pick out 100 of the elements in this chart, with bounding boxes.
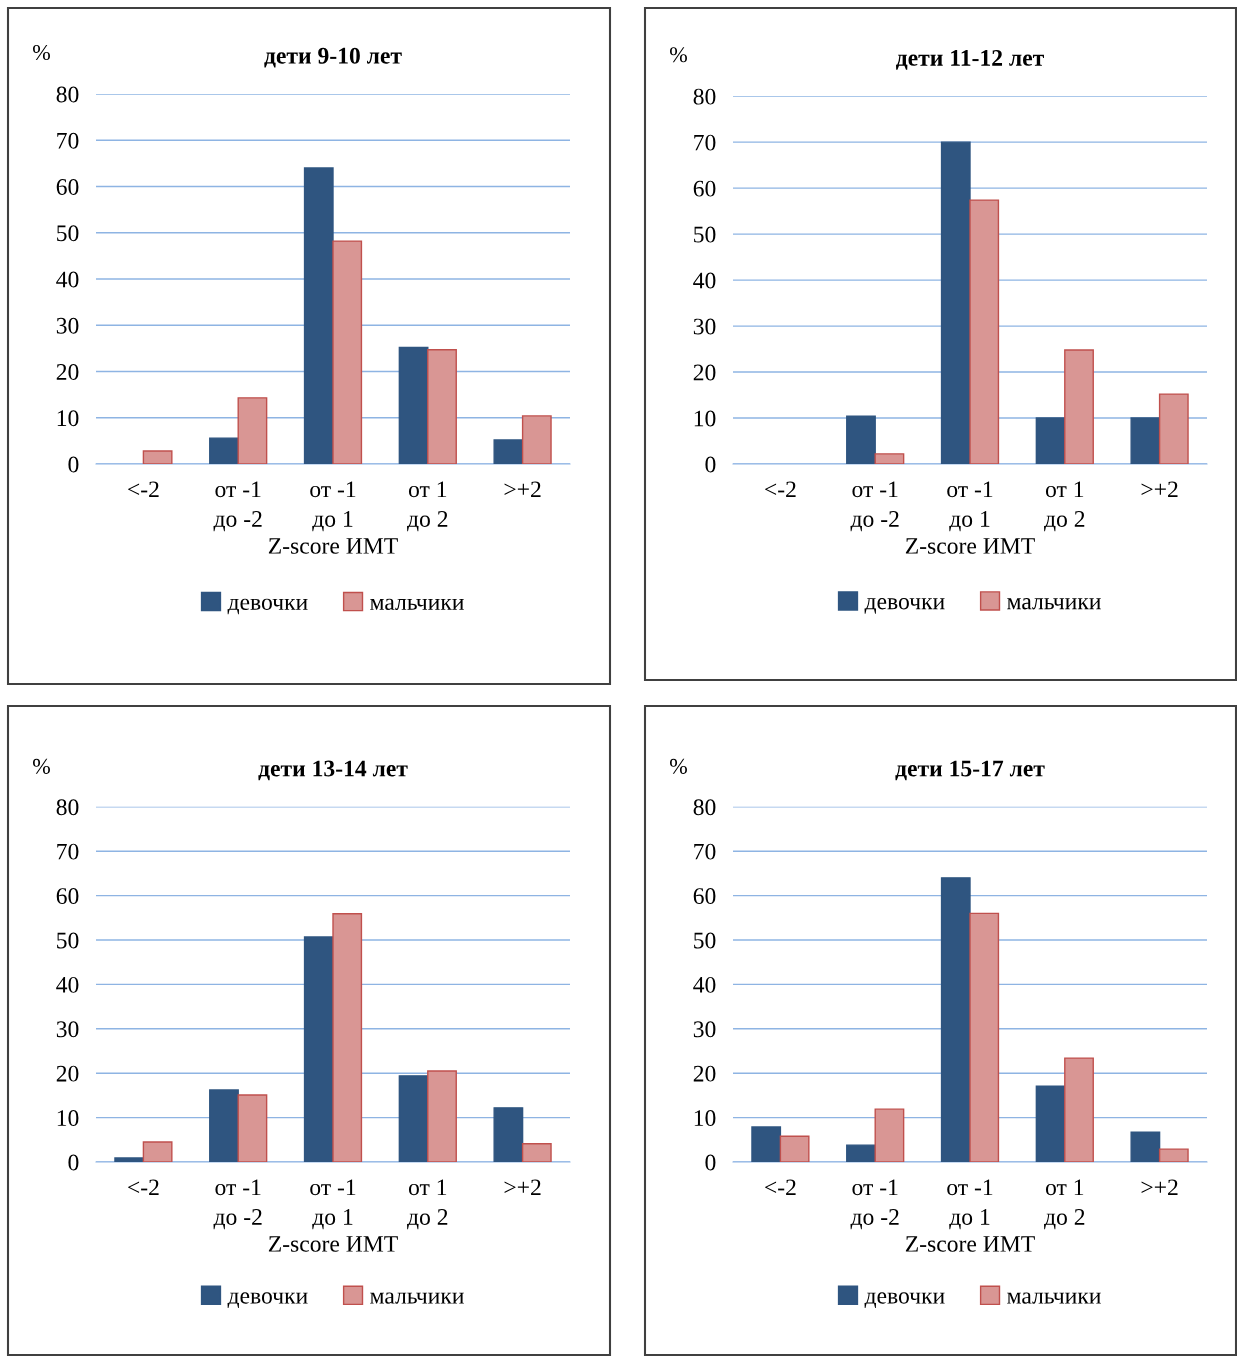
y-tick-label: 10 bbox=[57, 1110, 79, 1127]
x-tick-label: от 1 до 2 bbox=[407, 1179, 448, 1230]
bar bbox=[521, 415, 552, 464]
x-tick-label: <-2 bbox=[128, 1179, 159, 1196]
y-tick-label: 60 bbox=[693, 180, 716, 197]
bar bbox=[1158, 393, 1189, 464]
chart-title: дети 13-14 лет bbox=[258, 760, 408, 781]
bar bbox=[398, 1075, 429, 1162]
legend-label: девочки bbox=[227, 598, 308, 615]
y-tick-label: 0 bbox=[68, 456, 79, 473]
y-tick-label: 50 bbox=[57, 932, 79, 949]
x-tick-label: от -1 до -2 bbox=[213, 1179, 262, 1230]
x-axis-title: Z-score ИМТ bbox=[268, 1236, 398, 1252]
x-tick-label: >+2 bbox=[1141, 481, 1178, 498]
y-tick-label: 30 bbox=[693, 318, 716, 335]
y-tick-label: 20 bbox=[693, 364, 716, 381]
bar bbox=[874, 1108, 905, 1162]
bar bbox=[237, 1094, 268, 1162]
legend-label: мальчики bbox=[1007, 598, 1101, 610]
bar bbox=[114, 1157, 145, 1162]
x-tick-label: от -1 до 1 bbox=[310, 1179, 356, 1230]
x-tick-label: от -1 до -2 bbox=[850, 481, 899, 532]
y-tick-label: 40 bbox=[56, 271, 79, 288]
x-axis-title: Z-score ИМТ bbox=[905, 538, 1035, 554]
y-tick-label: 0 bbox=[68, 1154, 79, 1171]
y-tick-label: 40 bbox=[693, 272, 716, 289]
y-tick-label: 70 bbox=[57, 843, 79, 860]
x-tick-label: от -1 до -2 bbox=[213, 481, 262, 532]
bar bbox=[940, 141, 971, 464]
bar bbox=[846, 1144, 876, 1162]
bar bbox=[398, 346, 429, 464]
chart-title: дети 15-17 лет bbox=[895, 760, 1045, 781]
bar bbox=[1158, 1148, 1189, 1162]
y-tick-label: 80 bbox=[693, 88, 716, 105]
bar bbox=[940, 877, 971, 1162]
x-tick-label: от -1 до 1 bbox=[947, 1179, 993, 1230]
x-tick-label: <-2 bbox=[765, 481, 796, 498]
bar bbox=[427, 349, 457, 464]
y-tick-label: 10 bbox=[694, 410, 716, 427]
bar bbox=[142, 1141, 173, 1162]
bar bbox=[209, 437, 239, 464]
x-tick-label: >+2 bbox=[1141, 1179, 1178, 1196]
bar bbox=[142, 450, 173, 464]
bar bbox=[779, 1135, 810, 1162]
bar bbox=[1130, 417, 1161, 464]
y-axis-title: % bbox=[33, 44, 50, 60]
y-axis-title: % bbox=[33, 758, 50, 774]
y-tick-label: 80 bbox=[693, 799, 716, 816]
x-tick-label: от 1 до 2 bbox=[1044, 481, 1085, 532]
bar bbox=[1064, 1057, 1094, 1162]
x-axis-title: Z-score ИМТ bbox=[268, 538, 398, 554]
y-tick-label: 40 bbox=[56, 976, 79, 993]
bar bbox=[209, 1089, 239, 1162]
chart-title: дети 11-12 лет bbox=[896, 50, 1044, 70]
x-tick-label: от -1 до 1 bbox=[310, 481, 356, 532]
y-tick-label: 0 bbox=[705, 456, 716, 473]
bar bbox=[874, 453, 905, 464]
legend-label: мальчики bbox=[370, 598, 464, 611]
x-tick-label: >+2 bbox=[504, 481, 541, 498]
legend-label: мальчики bbox=[370, 1292, 464, 1304]
bar bbox=[969, 912, 1000, 1162]
bar bbox=[303, 936, 334, 1162]
legend-label: девочки bbox=[864, 1292, 945, 1309]
y-tick-label: 60 bbox=[56, 888, 79, 905]
bar bbox=[493, 439, 524, 464]
y-tick-label: 40 bbox=[693, 976, 716, 993]
bar bbox=[493, 1107, 524, 1162]
bar bbox=[237, 397, 268, 464]
y-tick-label: 70 bbox=[57, 132, 79, 149]
legend-label: мальчики bbox=[1007, 1292, 1101, 1304]
x-axis-title: Z-score ИМТ bbox=[905, 1236, 1035, 1252]
y-tick-label: 10 bbox=[694, 1110, 716, 1127]
x-tick-label: <-2 bbox=[128, 481, 159, 498]
bar bbox=[1035, 1085, 1066, 1162]
y-tick-label: 80 bbox=[56, 86, 79, 103]
y-tick-label: 60 bbox=[693, 888, 716, 905]
bar bbox=[969, 199, 1000, 464]
y-tick-label: 0 bbox=[705, 1154, 716, 1171]
x-tick-label: от 1 до 2 bbox=[1044, 1179, 1085, 1230]
x-tick-label: от -1 до 1 bbox=[947, 481, 993, 532]
y-tick-label: 60 bbox=[56, 178, 79, 195]
bar bbox=[1064, 349, 1094, 464]
x-tick-label: от 1 до 2 bbox=[407, 481, 448, 532]
y-tick-label: 30 bbox=[693, 1021, 716, 1038]
bar bbox=[332, 913, 363, 1162]
y-tick-label: 70 bbox=[694, 843, 716, 860]
bar bbox=[303, 167, 334, 464]
y-tick-label: 50 bbox=[694, 932, 716, 949]
bar bbox=[332, 240, 363, 464]
bar bbox=[846, 415, 876, 464]
bar bbox=[1130, 1131, 1161, 1162]
bar bbox=[427, 1070, 457, 1162]
x-tick-label: от -1 до -2 bbox=[850, 1179, 899, 1230]
y-tick-label: 20 bbox=[56, 1065, 79, 1082]
x-tick-label: <-2 bbox=[765, 1179, 796, 1196]
x-tick-label: >+2 bbox=[504, 1179, 541, 1196]
chart-title: дети 9-10 лет bbox=[264, 47, 402, 68]
legend-label: девочки bbox=[864, 598, 945, 614]
y-tick-label: 10 bbox=[57, 410, 79, 427]
y-tick-label: 20 bbox=[693, 1065, 716, 1082]
